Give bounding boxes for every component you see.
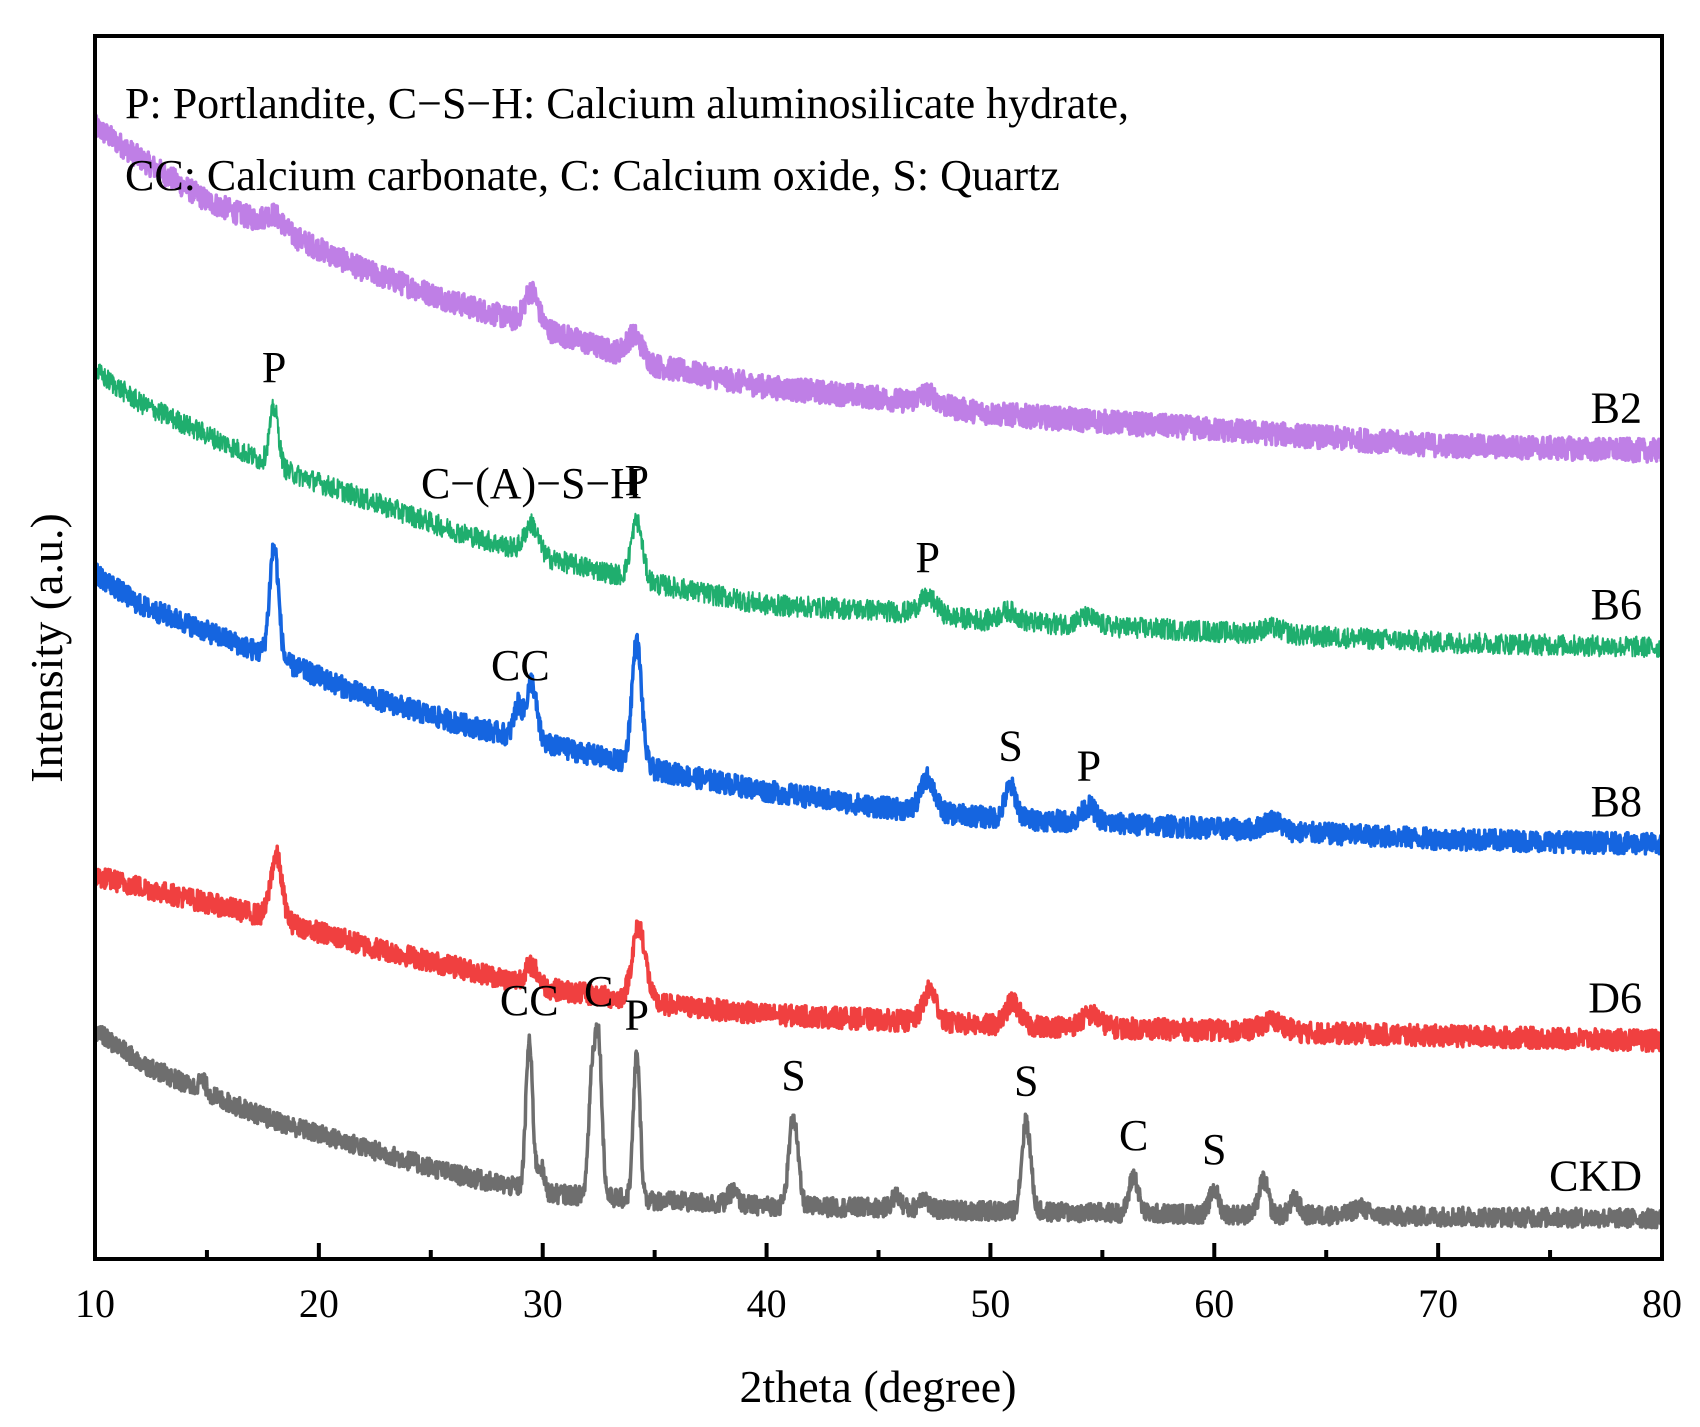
series-line-ckd: [93, 1022, 1664, 1230]
x-tick-label: 50: [970, 1281, 1010, 1326]
peak-label: P: [624, 456, 648, 505]
x-tick-label: 10: [75, 1281, 115, 1326]
x-tick-label: 70: [1418, 1281, 1458, 1326]
peak-label: C: [1119, 1111, 1148, 1160]
series-label-b2: B2: [1591, 383, 1642, 432]
label-layer: P: Portlandite, C−S−H: Calcium aluminosi…: [21, 79, 1642, 1412]
peak-label: C: [584, 967, 613, 1016]
peak-label: C−(A)−S−H: [421, 459, 642, 508]
series-line-b6: [94, 363, 1663, 658]
peak-label: CC: [500, 976, 559, 1025]
series-label-ckd: CKD: [1549, 1151, 1642, 1200]
peak-label: S: [1014, 1056, 1038, 1105]
series-layer: [93, 114, 1664, 1230]
peak-label: P: [916, 533, 940, 582]
x-tick-label: 80: [1642, 1281, 1682, 1326]
peak-label: P: [1077, 741, 1101, 790]
series-line-d6: [93, 844, 1664, 1053]
peak-label: P: [624, 991, 648, 1040]
peak-label: CC: [491, 641, 550, 690]
legend-line-1: P: Portlandite, C−S−H: Calcium aluminosi…: [125, 79, 1129, 128]
peak-label: S: [781, 1051, 805, 1100]
x-tick-label: 20: [299, 1281, 339, 1326]
series-label-b8: B8: [1591, 777, 1642, 826]
x-tick-label: 30: [523, 1281, 563, 1326]
plot-frame: [93, 34, 1664, 1261]
series-line-b2: [93, 114, 1664, 464]
y-axis-title: Intensity (a.u.): [21, 513, 72, 783]
tick-layer: 10 20 30 40 50 60 70 80: [75, 1243, 1682, 1326]
peak-label: P: [262, 343, 286, 392]
series-line-b8: [93, 542, 1664, 856]
x-tick-label: 40: [747, 1281, 787, 1326]
x-tick-label: 60: [1194, 1281, 1234, 1326]
legend-line-2: CC: Calcium carbonate, C: Calcium oxide,…: [125, 151, 1060, 200]
peak-label: S: [1202, 1125, 1226, 1174]
x-axis-title: 2theta (degree): [739, 1361, 1016, 1412]
series-label-d6: D6: [1588, 974, 1642, 1023]
peak-label: S: [998, 722, 1022, 771]
series-label-b6: B6: [1591, 580, 1642, 629]
